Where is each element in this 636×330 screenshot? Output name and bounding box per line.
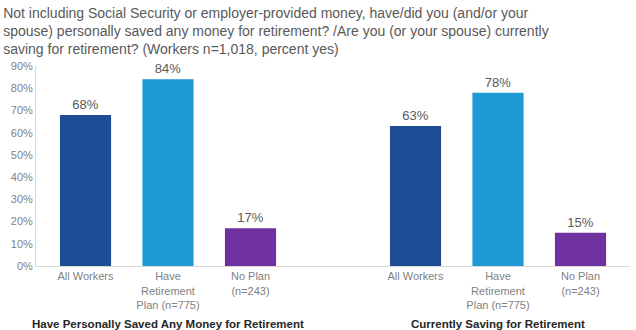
svg-text:20%: 20%	[11, 215, 33, 227]
svg-text:60%: 60%	[11, 127, 33, 139]
svg-text:Have Personally Saved Any Mone: Have Personally Saved Any Money for Reti…	[32, 318, 304, 330]
svg-text:HaveRetirementPlan (n=775): HaveRetirementPlan (n=775)	[136, 270, 199, 311]
svg-text:70%: 70%	[11, 104, 33, 116]
svg-text:90%: 90%	[11, 60, 33, 72]
svg-text:68%: 68%	[72, 97, 98, 112]
svg-text:All Workers: All Workers	[387, 270, 444, 282]
svg-text:HaveRetirementPlan (n=775): HaveRetirementPlan (n=775)	[466, 270, 529, 311]
svg-text:No Plan(n=243): No Plan(n=243)	[231, 270, 270, 296]
svg-text:0%: 0%	[17, 260, 33, 272]
svg-text:15%: 15%	[567, 215, 593, 230]
svg-text:17%: 17%	[237, 210, 263, 225]
svg-text:Not including Social Security: Not including Social Security or employe…	[3, 5, 548, 57]
svg-text:10%: 10%	[11, 238, 33, 250]
svg-text:All Workers: All Workers	[57, 270, 114, 282]
svg-text:Currently Saving for Retiremen: Currently Saving for Retirement	[411, 318, 585, 330]
svg-text:30%: 30%	[11, 193, 33, 205]
svg-text:No Plan(n=243): No Plan(n=243)	[561, 270, 600, 296]
svg-text:63%: 63%	[402, 108, 428, 123]
svg-text:40%: 40%	[11, 171, 33, 183]
svg-text:80%: 80%	[11, 82, 33, 94]
svg-text:50%: 50%	[11, 149, 33, 161]
svg-text:78%: 78%	[485, 75, 511, 90]
svg-text:84%: 84%	[155, 61, 181, 76]
